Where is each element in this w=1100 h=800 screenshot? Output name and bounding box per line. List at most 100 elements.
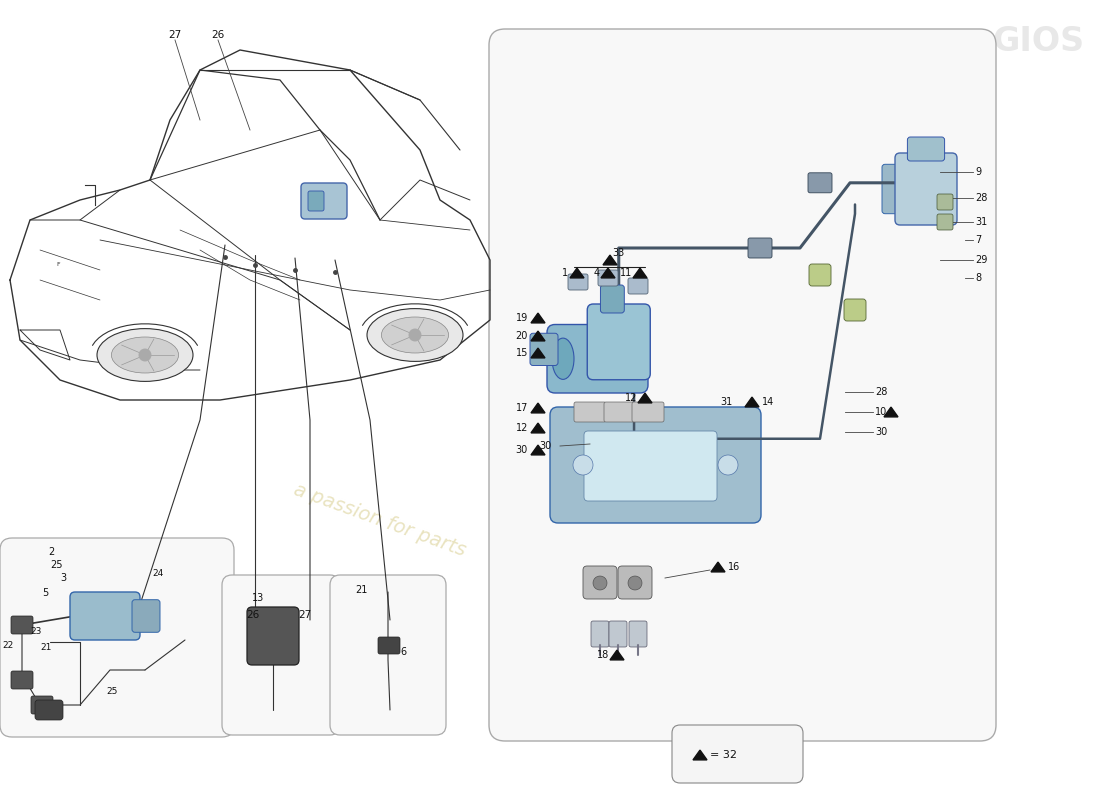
Polygon shape <box>531 348 544 358</box>
FancyBboxPatch shape <box>308 191 324 211</box>
FancyBboxPatch shape <box>601 285 625 313</box>
Text: 2: 2 <box>48 547 54 557</box>
Text: 31: 31 <box>720 397 733 407</box>
Text: 8: 8 <box>975 273 981 283</box>
Text: 33: 33 <box>612 248 625 258</box>
Text: 26: 26 <box>211 30 224 40</box>
Text: 11: 11 <box>619 268 632 278</box>
Text: 29: 29 <box>975 255 988 265</box>
Text: 7: 7 <box>975 235 981 245</box>
Text: 23: 23 <box>30 627 42 637</box>
FancyBboxPatch shape <box>490 29 996 741</box>
Text: 9: 9 <box>975 167 981 177</box>
FancyBboxPatch shape <box>378 637 400 654</box>
Polygon shape <box>531 331 544 341</box>
FancyBboxPatch shape <box>11 616 33 634</box>
FancyBboxPatch shape <box>591 621 609 647</box>
FancyBboxPatch shape <box>937 214 953 230</box>
Text: = 32: = 32 <box>710 750 737 760</box>
FancyBboxPatch shape <box>882 164 906 214</box>
Text: F: F <box>56 262 59 267</box>
FancyBboxPatch shape <box>895 153 957 225</box>
Text: 30: 30 <box>874 427 888 437</box>
FancyBboxPatch shape <box>598 270 618 286</box>
FancyBboxPatch shape <box>35 700 63 720</box>
Text: 10: 10 <box>874 407 888 417</box>
Text: 25: 25 <box>50 560 63 570</box>
Polygon shape <box>531 423 544 433</box>
Circle shape <box>628 576 642 590</box>
Polygon shape <box>884 407 898 417</box>
FancyBboxPatch shape <box>301 183 346 219</box>
Text: 30: 30 <box>540 441 552 451</box>
FancyBboxPatch shape <box>587 304 650 380</box>
FancyBboxPatch shape <box>583 566 617 599</box>
Ellipse shape <box>97 329 192 382</box>
Circle shape <box>718 455 738 475</box>
FancyBboxPatch shape <box>844 299 866 321</box>
FancyBboxPatch shape <box>248 607 299 665</box>
FancyBboxPatch shape <box>808 173 832 193</box>
FancyBboxPatch shape <box>547 325 648 393</box>
Ellipse shape <box>111 337 178 373</box>
Circle shape <box>573 455 593 475</box>
Text: 5: 5 <box>42 588 48 598</box>
Polygon shape <box>603 255 617 265</box>
Text: 14: 14 <box>762 397 774 407</box>
Text: 21: 21 <box>355 585 367 595</box>
FancyBboxPatch shape <box>629 621 647 647</box>
Polygon shape <box>610 650 624 660</box>
Text: a passion for parts: a passion for parts <box>292 480 469 560</box>
Polygon shape <box>711 562 725 572</box>
FancyBboxPatch shape <box>330 575 446 735</box>
FancyBboxPatch shape <box>618 566 652 599</box>
Text: 27: 27 <box>298 610 311 620</box>
Text: 6: 6 <box>400 647 406 657</box>
Circle shape <box>593 576 607 590</box>
Polygon shape <box>570 268 584 278</box>
Polygon shape <box>638 393 652 403</box>
FancyBboxPatch shape <box>748 238 772 258</box>
Polygon shape <box>632 268 647 278</box>
FancyBboxPatch shape <box>550 407 761 523</box>
FancyBboxPatch shape <box>132 600 160 632</box>
FancyBboxPatch shape <box>908 137 945 161</box>
FancyBboxPatch shape <box>937 194 953 210</box>
Text: 21: 21 <box>40 642 52 651</box>
Text: 18: 18 <box>596 650 609 660</box>
FancyBboxPatch shape <box>628 278 648 294</box>
FancyBboxPatch shape <box>574 402 606 422</box>
Polygon shape <box>745 397 759 407</box>
Text: 31: 31 <box>975 217 988 227</box>
Text: 13: 13 <box>252 593 264 603</box>
Polygon shape <box>693 750 707 760</box>
FancyBboxPatch shape <box>632 402 664 422</box>
Circle shape <box>409 330 421 341</box>
FancyBboxPatch shape <box>584 431 717 501</box>
FancyBboxPatch shape <box>31 696 53 714</box>
FancyBboxPatch shape <box>808 264 830 286</box>
FancyBboxPatch shape <box>530 334 558 366</box>
Circle shape <box>140 350 151 361</box>
Polygon shape <box>531 445 544 455</box>
Text: 26: 26 <box>246 610 260 620</box>
Text: 12: 12 <box>625 393 637 403</box>
Text: 25: 25 <box>107 687 118 697</box>
FancyBboxPatch shape <box>609 621 627 647</box>
FancyBboxPatch shape <box>70 592 140 640</box>
Text: 22: 22 <box>2 641 14 650</box>
Polygon shape <box>601 268 615 278</box>
Ellipse shape <box>552 338 574 379</box>
FancyBboxPatch shape <box>11 671 33 689</box>
FancyBboxPatch shape <box>672 725 803 783</box>
Text: 12: 12 <box>516 423 528 433</box>
Text: 4: 4 <box>594 268 600 278</box>
FancyBboxPatch shape <box>568 274 588 290</box>
Text: 27: 27 <box>168 30 182 40</box>
Text: 28: 28 <box>975 193 988 203</box>
FancyBboxPatch shape <box>0 538 234 737</box>
Text: 24: 24 <box>152 570 163 578</box>
Text: 19: 19 <box>516 313 528 323</box>
Polygon shape <box>531 313 544 323</box>
Text: 16: 16 <box>728 562 740 572</box>
